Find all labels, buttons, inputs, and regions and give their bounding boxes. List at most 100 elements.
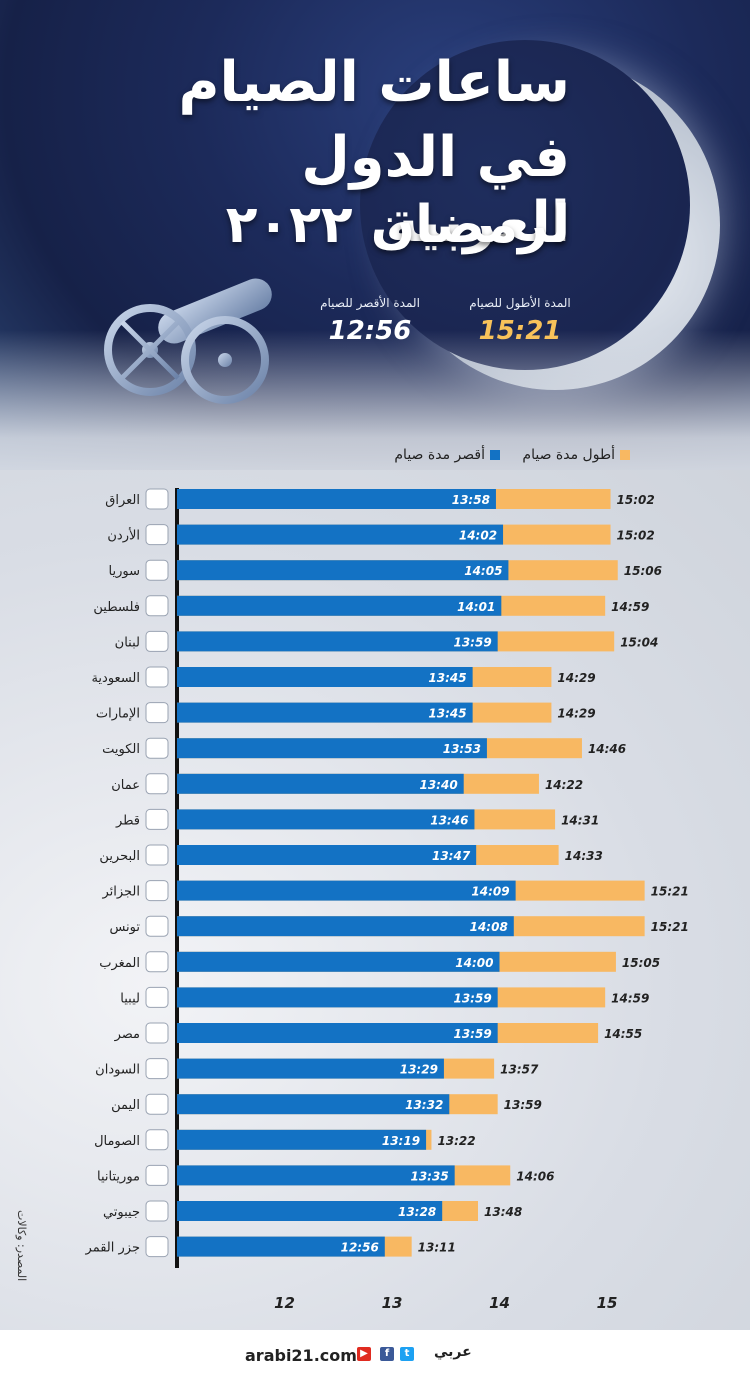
country-flag-icon bbox=[145, 1129, 169, 1151]
data-label-longest: 14:46 bbox=[588, 742, 626, 756]
bar-shortest bbox=[177, 667, 473, 687]
country-flag-icon bbox=[145, 773, 169, 795]
bar-shortest bbox=[177, 738, 487, 759]
x-tick-label: 14 bbox=[489, 1294, 510, 1312]
country-flag-icon bbox=[145, 702, 169, 724]
data-label-longest: 14:59 bbox=[611, 991, 649, 1005]
country-flag-icon bbox=[145, 1093, 169, 1115]
country-label: الإمارات bbox=[96, 707, 140, 722]
data-label-shortest: 14:09 bbox=[471, 885, 509, 899]
country-label: الأردن bbox=[107, 527, 140, 544]
data-label-longest: 15:02 bbox=[617, 529, 655, 543]
data-label-shortest: 13:46 bbox=[430, 813, 468, 827]
data-label-longest: 15:21 bbox=[651, 885, 689, 899]
country-flag-icon bbox=[145, 488, 169, 510]
bar-shortest bbox=[177, 916, 514, 937]
footer-logo: عربي bbox=[434, 1344, 472, 1360]
legend-label-shortest: أقصر مدة صيام bbox=[394, 447, 485, 463]
country-flag-icon bbox=[145, 1236, 169, 1258]
country-flag-icon bbox=[145, 737, 169, 759]
bar-shortest bbox=[177, 702, 473, 723]
bar-shortest bbox=[177, 845, 477, 865]
data-label-longest: 14:29 bbox=[557, 707, 595, 721]
country-label: سوريا bbox=[109, 564, 140, 579]
bar-shortest bbox=[177, 524, 504, 545]
data-label-shortest: 13:32 bbox=[405, 1098, 443, 1112]
x-tick-label: 12 bbox=[274, 1294, 295, 1312]
country-flag-icon bbox=[145, 524, 169, 546]
data-label-longest: 14:31 bbox=[561, 813, 599, 827]
country-flag-icon bbox=[145, 595, 169, 617]
legend-item-shortest: أقصر مدة صيام bbox=[394, 447, 500, 463]
country-label: فلسطين bbox=[93, 600, 140, 615]
country-label: المغرب bbox=[99, 956, 140, 971]
data-label-longest: 14:33 bbox=[565, 849, 603, 863]
bar-shortest bbox=[177, 595, 502, 616]
data-label-shortest: 13:40 bbox=[419, 778, 457, 792]
country-flag-icon bbox=[145, 880, 169, 902]
data-label-shortest: 14:02 bbox=[459, 529, 497, 543]
bar-shortest bbox=[177, 1236, 385, 1257]
x-tick-label: 15 bbox=[597, 1294, 618, 1312]
footer-bar bbox=[0, 1330, 750, 1375]
data-label-shortest: 12:56 bbox=[341, 1241, 379, 1255]
footer-site-link[interactable]: arabi21.com bbox=[245, 1346, 357, 1365]
data-label-shortest: 13:59 bbox=[453, 1027, 491, 1041]
legend-swatch-shortest bbox=[489, 450, 500, 460]
country-flag-icon bbox=[145, 951, 169, 973]
legend-label-longest: أطول مدة صيام bbox=[522, 447, 615, 463]
data-label-longest: 15:04 bbox=[620, 635, 658, 649]
data-label-shortest: 13:59 bbox=[453, 991, 491, 1005]
country-label: قطر bbox=[115, 813, 140, 828]
data-label-longest: 14:55 bbox=[604, 1027, 642, 1041]
chart-legend: أطول مدة صيام أقصر مدة صيام bbox=[180, 447, 630, 469]
data-label-longest: 15:06 bbox=[624, 564, 662, 578]
data-label-longest: 14:59 bbox=[611, 600, 649, 614]
country-label: ليبيا bbox=[120, 991, 140, 1006]
youtube-icon[interactable]: ▶ bbox=[357, 1347, 371, 1361]
title-line-2: في الدول العربية bbox=[301, 125, 570, 255]
data-label-shortest: 14:00 bbox=[455, 956, 493, 970]
country-flag-icon bbox=[145, 1022, 169, 1044]
legend-item-longest: أطول مدة صيام bbox=[522, 447, 630, 463]
country-flag-icon bbox=[145, 915, 169, 937]
data-label-shortest: 14:01 bbox=[457, 600, 495, 614]
country-flag-icon bbox=[145, 986, 169, 1008]
bar-shortest bbox=[177, 1094, 450, 1115]
longest-value: 15:21 bbox=[478, 316, 562, 346]
bar-shortest bbox=[177, 987, 498, 1008]
data-label-longest: 13:48 bbox=[484, 1205, 522, 1219]
twitter-icon[interactable]: t bbox=[400, 1347, 414, 1361]
country-label: موريتانيا bbox=[97, 1169, 140, 1184]
bar-shortest bbox=[177, 631, 498, 652]
data-label-shortest: 13:28 bbox=[398, 1205, 436, 1219]
data-label-shortest: 13:58 bbox=[452, 493, 490, 507]
facebook-icon[interactable]: f bbox=[380, 1347, 394, 1361]
country-label: الكويت bbox=[102, 742, 140, 757]
cannon-icon bbox=[104, 278, 272, 404]
country-label: جيبوتي bbox=[103, 1205, 140, 1220]
data-label-shortest: 13:53 bbox=[443, 742, 481, 756]
shortest-label: المدة الأقصر للصيام bbox=[320, 296, 420, 310]
bar-shortest bbox=[177, 489, 496, 509]
data-label-shortest: 13:29 bbox=[400, 1063, 438, 1077]
data-label-longest: 14:06 bbox=[516, 1169, 554, 1183]
data-label-longest: 14:22 bbox=[545, 778, 583, 792]
bar-shortest bbox=[177, 809, 475, 830]
country-flag-icon bbox=[145, 666, 169, 688]
data-label-shortest: 13:59 bbox=[453, 635, 491, 649]
country-flag-icon bbox=[145, 1164, 169, 1186]
country-label: الصومال bbox=[94, 1134, 140, 1149]
country-label: السعودية bbox=[91, 671, 140, 686]
country-flag-icon bbox=[145, 808, 169, 830]
country-label: العراق bbox=[105, 493, 140, 508]
country-flag-icon bbox=[145, 1058, 169, 1080]
country-label: البحرين bbox=[99, 849, 140, 864]
x-tick-label: 13 bbox=[382, 1294, 403, 1312]
country-label: اليمن bbox=[111, 1098, 140, 1113]
data-label-longest: 14:29 bbox=[557, 671, 595, 685]
data-label-shortest: 13:47 bbox=[432, 849, 471, 863]
data-label-longest: 13:22 bbox=[437, 1134, 475, 1148]
data-label-longest: 15:02 bbox=[617, 493, 655, 507]
